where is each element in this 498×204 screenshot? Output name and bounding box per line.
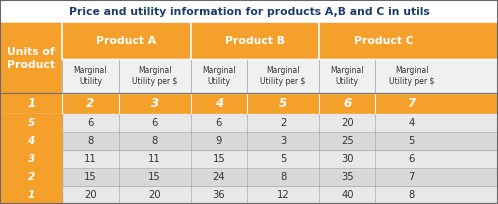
Text: 15: 15 — [84, 172, 97, 182]
Text: 3: 3 — [280, 136, 286, 146]
Text: Marginal
Utility per $: Marginal Utility per $ — [389, 66, 434, 86]
Text: 9: 9 — [216, 136, 222, 146]
Bar — [0, 168, 62, 186]
Text: 2: 2 — [86, 97, 95, 110]
Text: Marginal
Utility per $: Marginal Utility per $ — [260, 66, 306, 86]
Bar — [0, 150, 62, 168]
Bar — [0, 23, 62, 93]
Text: Marginal
Utility: Marginal Utility — [331, 66, 364, 86]
Text: 20: 20 — [84, 190, 97, 200]
Text: 5: 5 — [280, 154, 286, 164]
Text: 5: 5 — [27, 118, 35, 128]
Text: Product C: Product C — [354, 36, 413, 46]
Text: Product B: Product B — [225, 36, 285, 46]
Text: 3: 3 — [27, 154, 35, 164]
Text: 6: 6 — [151, 118, 158, 128]
Text: 5: 5 — [279, 97, 287, 110]
Text: 4: 4 — [215, 97, 223, 110]
Text: 8: 8 — [280, 172, 286, 182]
Text: 5: 5 — [408, 136, 415, 146]
Bar — [0, 186, 62, 204]
Text: 15: 15 — [148, 172, 161, 182]
Bar — [0, 93, 498, 114]
Text: 15: 15 — [213, 154, 225, 164]
Text: 40: 40 — [341, 190, 354, 200]
Text: 6: 6 — [87, 118, 94, 128]
Text: 3: 3 — [150, 97, 159, 110]
Text: 2: 2 — [27, 172, 35, 182]
Text: 6: 6 — [216, 118, 222, 128]
Bar — [0, 168, 498, 186]
Text: 24: 24 — [213, 172, 225, 182]
Text: 6: 6 — [343, 97, 352, 110]
Text: 2: 2 — [280, 118, 286, 128]
Text: 11: 11 — [84, 154, 97, 164]
Text: 30: 30 — [341, 154, 354, 164]
Bar — [0, 186, 498, 204]
Bar — [62, 59, 498, 93]
Bar — [0, 132, 62, 150]
Text: 6: 6 — [408, 154, 415, 164]
Text: 20: 20 — [341, 118, 354, 128]
Bar — [0, 132, 498, 150]
Text: 8: 8 — [151, 136, 158, 146]
Text: 36: 36 — [213, 190, 225, 200]
Text: 35: 35 — [341, 172, 354, 182]
Bar — [0, 23, 498, 59]
Text: 25: 25 — [341, 136, 354, 146]
Text: 7: 7 — [408, 172, 415, 182]
Text: 7: 7 — [407, 97, 416, 110]
Text: 1: 1 — [27, 97, 35, 110]
Text: Marginal
Utility: Marginal Utility — [202, 66, 236, 86]
Text: Product A: Product A — [97, 36, 156, 46]
Text: 8: 8 — [87, 136, 94, 146]
Text: Units of
Product: Units of Product — [7, 47, 55, 70]
Text: 12: 12 — [277, 190, 289, 200]
Bar — [0, 114, 498, 132]
Text: 20: 20 — [148, 190, 161, 200]
Text: 4: 4 — [27, 136, 35, 146]
Text: 1: 1 — [27, 190, 35, 200]
Bar — [0, 114, 62, 132]
Text: 8: 8 — [408, 190, 415, 200]
Bar — [0, 0, 498, 23]
Text: 4: 4 — [408, 118, 415, 128]
Text: Marginal
Utility per $: Marginal Utility per $ — [132, 66, 177, 86]
Text: Price and utility information for products A,B and C in utils: Price and utility information for produc… — [69, 7, 429, 17]
Text: 11: 11 — [148, 154, 161, 164]
Bar — [0, 150, 498, 168]
Text: Marginal
Utility: Marginal Utility — [74, 66, 107, 86]
